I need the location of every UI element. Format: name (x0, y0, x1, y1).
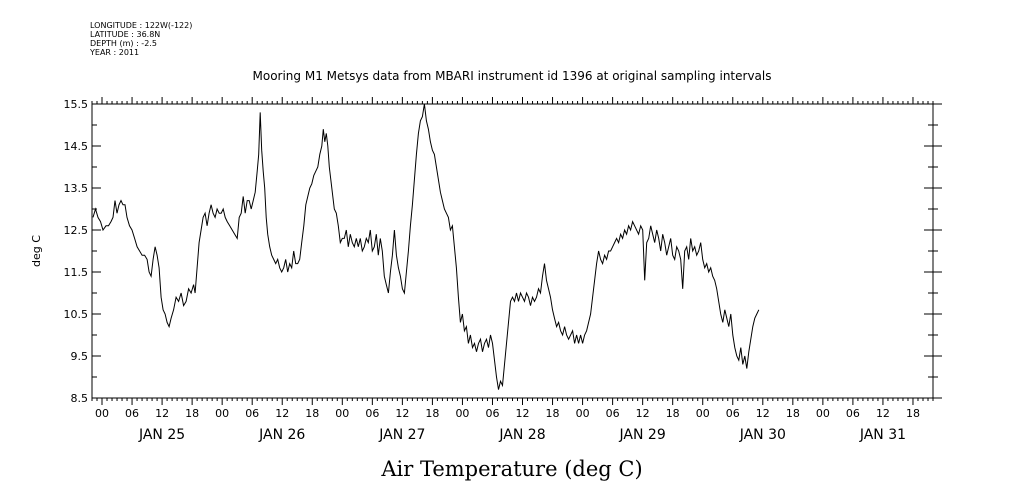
x-axis: 00 06 12 18 00 06 12 18 00 06 12 18 00 06 12 18 00 06 12 18… (91, 97, 934, 443)
x-tick-label: 06 (726, 407, 740, 420)
latitude-label: LATITUDE : 36.8N (90, 30, 161, 39)
x-tick-label: 00 (215, 407, 229, 420)
longitude-label: LONGITUDE : 122W(-122) (90, 21, 193, 30)
y-tick-label: 11.5 (64, 266, 89, 279)
y-axis: 8.5 9.5 10.5 11.5 12.5 13.5 14.5 15.5 (64, 98, 942, 405)
x-tick-label: 12 (275, 407, 289, 420)
plot-frame (91, 103, 934, 399)
x-tick-label: 12 (395, 407, 409, 420)
air-temperature-line (92, 103, 760, 390)
x-tick-label: 18 (786, 407, 800, 420)
x-day-label: JAN 30 (739, 427, 786, 443)
x-tick-label: 06 (846, 407, 860, 420)
x-tick-label: 00 (576, 407, 590, 420)
plot-border (91, 103, 934, 399)
x-tick-label: 06 (125, 407, 139, 420)
x-tick-label: 00 (816, 407, 830, 420)
y-tick-label: 15.5 (64, 98, 89, 111)
x-tick-label: 12 (155, 407, 169, 420)
x-tick-label: 00 (335, 407, 349, 420)
year-label: YEAR : 2011 (90, 48, 140, 57)
depth-label: DEPTH (m) : -2.5 (90, 39, 157, 48)
y-axis-label: deg C (30, 235, 43, 267)
series-layer (92, 103, 760, 390)
y-tick-label: 14.5 (64, 140, 89, 153)
chart-title: Mooring M1 Metsys data from MBARI instru… (253, 69, 772, 83)
x-tick-label: 18 (546, 407, 560, 420)
y-tick-label: 9.5 (71, 350, 89, 363)
x-day-label: JAN 31 (859, 427, 906, 443)
x-tick-label: 18 (666, 407, 680, 420)
x-tick-label: 06 (365, 407, 379, 420)
x-tick-label: 00 (95, 407, 109, 420)
x-day-label: JAN 29 (619, 427, 666, 443)
x-tick-label: 12 (876, 407, 890, 420)
x-tick-label: 18 (906, 407, 920, 420)
y-tick-label: 13.5 (64, 182, 89, 195)
x-day-label: JAN 27 (378, 427, 425, 443)
y-tick-label: 8.5 (71, 392, 89, 405)
x-tick-label: 06 (485, 407, 499, 420)
metadata-header: LONGITUDE : 122W(-122) LATITUDE : 36.8N … (90, 21, 192, 57)
x-tick-label: 00 (696, 407, 710, 420)
y-tick-label: 10.5 (64, 308, 89, 321)
x-tick-label: 12 (516, 407, 530, 420)
x-day-label: JAN 25 (138, 427, 185, 443)
x-tick-label: 12 (756, 407, 770, 420)
x-tick-label: 06 (606, 407, 620, 420)
y-tick-label: 12.5 (64, 224, 89, 237)
x-tick-label: 18 (305, 407, 319, 420)
x-tick-label: 06 (245, 407, 259, 420)
x-axis-label: Air Temperature (deg C) (380, 457, 642, 481)
x-tick-label: 18 (185, 407, 199, 420)
x-tick-label: 12 (636, 407, 650, 420)
x-day-label: JAN 26 (258, 427, 305, 443)
x-tick-label: 18 (425, 407, 439, 420)
x-day-label: JAN 28 (498, 427, 545, 443)
x-tick-label: 00 (455, 407, 469, 420)
